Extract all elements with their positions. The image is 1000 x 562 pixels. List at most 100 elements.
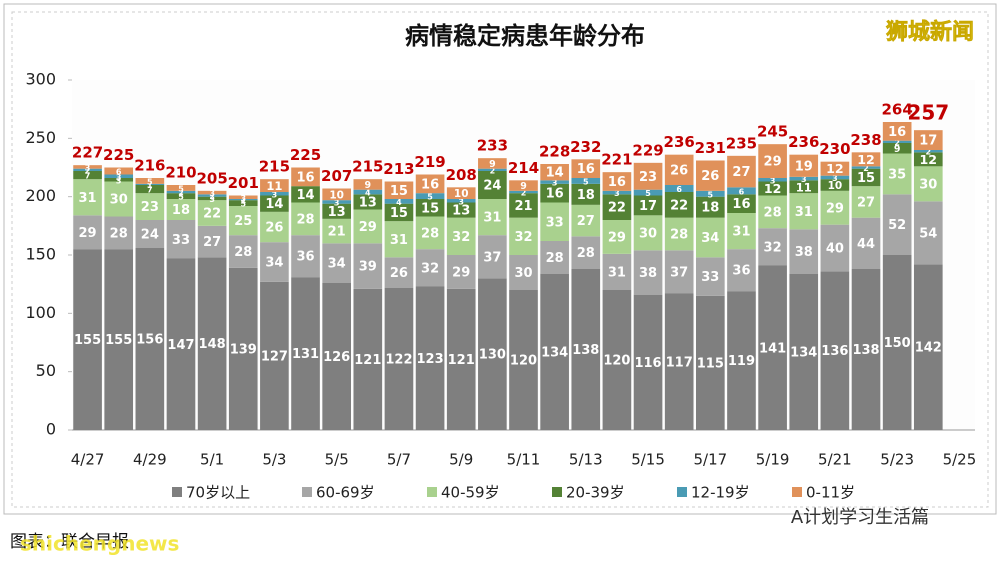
bar-segment [540, 180, 569, 184]
data-label: 3 [801, 175, 807, 184]
bar-segment [166, 258, 196, 430]
data-label: 25 [234, 214, 252, 229]
bar-segment [758, 265, 787, 430]
legend-swatch [677, 487, 687, 497]
data-label: 19 [795, 159, 813, 174]
bar-segment [166, 193, 196, 199]
data-label: 3 [116, 176, 122, 185]
bar-segment [571, 159, 601, 178]
legend-label: 20-39岁 [566, 484, 625, 502]
bar-segment [696, 190, 725, 197]
data-label: 3 [209, 195, 215, 204]
data-label: 134 [541, 345, 568, 360]
bar-segment [820, 271, 850, 430]
data-label: 28 [764, 205, 782, 220]
bar-segment [913, 152, 943, 167]
data-label: 32 [421, 261, 439, 276]
bar-segment [913, 201, 943, 265]
data-label: 26 [701, 169, 719, 184]
data-label: 155 [105, 333, 132, 348]
x-tick-label: 5/3 [262, 451, 286, 469]
bar-segment [571, 204, 601, 237]
data-label: 10 [828, 180, 843, 192]
bar-segment [322, 203, 351, 219]
data-label: 32 [764, 240, 782, 255]
data-label: 6 [116, 168, 122, 177]
bar-segment [851, 168, 881, 187]
bar-segment [509, 290, 538, 430]
data-label: 142 [915, 341, 942, 356]
bar-segment [478, 235, 507, 279]
bar-segment [727, 187, 756, 195]
bar-segment [197, 257, 227, 430]
bar-segment [384, 199, 414, 204]
bar-segment [384, 257, 414, 288]
bar-segment [820, 161, 850, 176]
bar-segment [291, 167, 320, 187]
data-label: 17 [919, 134, 937, 149]
bar-segment [633, 250, 663, 295]
bar-segment [820, 224, 850, 272]
data-label: 5 [708, 190, 714, 199]
bar-segment [571, 269, 601, 430]
data-label: 2 [894, 138, 900, 147]
bar-segment [633, 162, 663, 190]
bar-segment [197, 225, 227, 258]
data-label: 120 [510, 354, 537, 369]
data-label: 126 [323, 350, 350, 365]
bar-segment [478, 199, 507, 236]
bar-segment [509, 190, 538, 194]
data-label: 4 [396, 198, 402, 207]
data-label: 36 [732, 264, 750, 279]
total-label: 205 [196, 169, 227, 187]
data-label: 9 [365, 180, 372, 191]
bar-segment [73, 168, 102, 171]
bar-segment [602, 290, 632, 430]
bar-segment [166, 185, 196, 191]
bar-segment [353, 179, 383, 190]
data-label: 33 [172, 233, 190, 248]
legend-swatch [302, 487, 312, 497]
bar-segment [696, 257, 725, 296]
data-label: 11 [266, 179, 282, 193]
x-tick-label: 5/11 [507, 451, 541, 469]
legend-swatch [792, 487, 802, 497]
bar-segment [415, 199, 445, 217]
bar-segment [228, 267, 258, 430]
data-label: 18 [577, 188, 595, 203]
data-label: 14 [296, 188, 314, 203]
bar-segment [446, 202, 476, 218]
bar-segment [135, 248, 165, 430]
bar-segment [446, 288, 476, 430]
bar-segment [851, 217, 881, 269]
bar-segment [882, 255, 912, 430]
bar-segment [602, 220, 632, 254]
bar-segment [446, 217, 476, 255]
data-label: 150 [884, 336, 911, 351]
bar-segment [322, 218, 351, 244]
bar-segment [415, 249, 445, 287]
y-tick-label: 300 [25, 70, 56, 89]
bar-segment [758, 181, 787, 196]
bar-segment [820, 175, 850, 180]
bar-segment [260, 281, 289, 430]
total-label: 225 [290, 146, 321, 164]
total-label: 236 [664, 133, 695, 151]
data-label: 16 [732, 197, 750, 212]
data-label: 14 [265, 197, 283, 212]
watermark: shichengnews [20, 532, 179, 556]
bar-segment [260, 179, 289, 192]
data-label: 32 [514, 230, 532, 245]
data-label: 28 [546, 251, 564, 266]
bar-segment [166, 220, 196, 259]
data-label: 2 [490, 166, 496, 175]
bar-segment [73, 171, 102, 180]
data-label: 12 [857, 152, 875, 167]
bar-segment [913, 150, 943, 153]
bar-segment [197, 196, 227, 201]
data-label: 121 [448, 353, 475, 368]
bar-segment [727, 291, 756, 430]
data-label: 155 [74, 333, 101, 348]
data-label: 13 [328, 205, 346, 220]
data-label: 5 [583, 177, 589, 186]
